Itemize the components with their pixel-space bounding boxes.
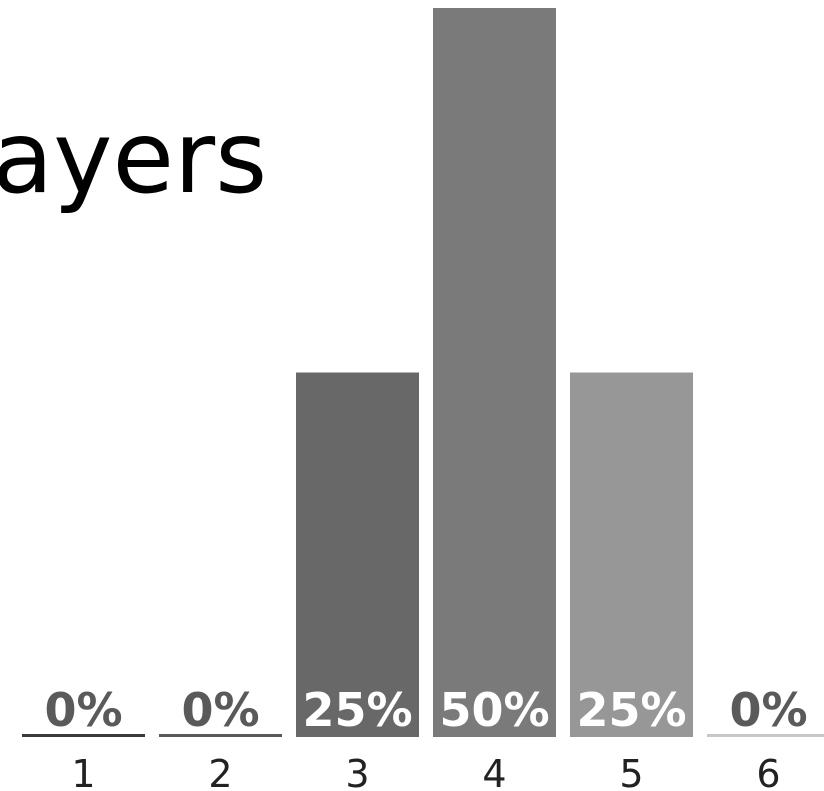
bar-3 — [296, 372, 419, 737]
bar-value-label-3: 25% — [302, 683, 412, 737]
bar-value-label-5: 25% — [576, 683, 686, 737]
bar-4 — [433, 8, 556, 737]
x-tick-label-5: 5 — [619, 752, 643, 791]
x-tick-label-4: 4 — [482, 752, 506, 791]
bar-6 — [707, 734, 824, 737]
x-tick-label-2: 2 — [208, 752, 232, 791]
bar-5 — [570, 372, 693, 737]
chart-title: ayers — [0, 99, 268, 216]
bar-2 — [159, 734, 282, 737]
x-tick-label-6: 6 — [756, 752, 780, 791]
bar-1 — [22, 734, 145, 737]
bar-value-label-2: 0% — [181, 683, 259, 737]
bar-value-label-1: 0% — [44, 683, 122, 737]
x-tick-label-1: 1 — [71, 752, 95, 791]
x-tick-label-3: 3 — [345, 752, 369, 791]
bar-value-label-6: 0% — [729, 683, 807, 737]
bar-value-label-4: 50% — [439, 683, 549, 737]
